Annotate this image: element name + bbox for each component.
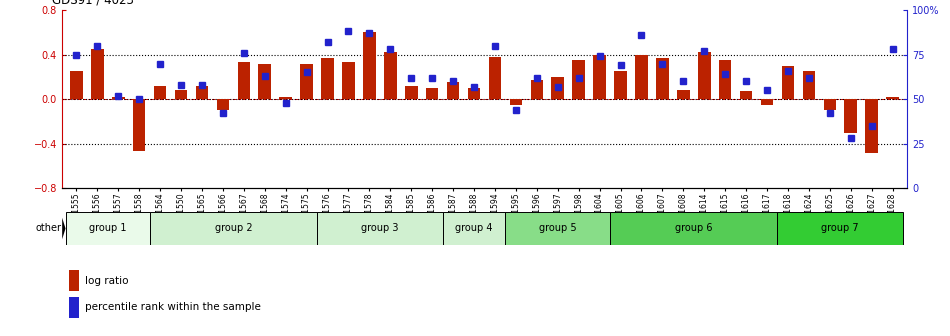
Text: log ratio: log ratio — [86, 277, 129, 286]
Bar — [740, 91, 752, 99]
Text: other: other — [35, 223, 61, 234]
Bar — [467, 88, 481, 99]
Polygon shape — [62, 218, 66, 239]
Bar — [803, 71, 815, 99]
Bar — [70, 71, 83, 99]
Bar — [615, 71, 627, 99]
Bar — [426, 88, 439, 99]
Bar — [91, 49, 104, 99]
Bar — [865, 99, 878, 153]
Bar — [300, 64, 313, 99]
Bar — [777, 212, 903, 245]
Bar — [317, 212, 443, 245]
Bar — [886, 97, 899, 99]
Bar — [824, 99, 836, 110]
Bar — [196, 86, 208, 99]
Bar — [258, 64, 271, 99]
Bar — [509, 99, 522, 105]
Bar — [238, 62, 250, 99]
Bar — [342, 62, 354, 99]
Text: group 3: group 3 — [361, 223, 399, 234]
Bar — [677, 90, 690, 99]
Bar — [443, 212, 505, 245]
Text: GDS91 / 4023: GDS91 / 4023 — [52, 0, 134, 7]
Bar — [112, 97, 124, 99]
Bar — [217, 99, 229, 110]
Bar — [68, 270, 79, 291]
Bar — [363, 32, 375, 99]
Bar — [279, 97, 292, 99]
Bar — [405, 86, 418, 99]
Bar — [594, 55, 606, 99]
Bar — [698, 52, 711, 99]
Bar — [636, 55, 648, 99]
Text: group 4: group 4 — [455, 223, 493, 234]
Text: group 7: group 7 — [822, 223, 859, 234]
Bar — [610, 212, 777, 245]
Bar — [68, 297, 79, 318]
Text: group 6: group 6 — [675, 223, 712, 234]
Bar — [321, 58, 333, 99]
Bar — [133, 99, 145, 152]
Text: group 5: group 5 — [539, 223, 577, 234]
Bar — [845, 99, 857, 132]
Bar — [154, 86, 166, 99]
Bar — [505, 212, 610, 245]
Text: group 2: group 2 — [215, 223, 252, 234]
Bar — [573, 60, 585, 99]
Text: percentile rank within the sample: percentile rank within the sample — [86, 302, 261, 312]
Bar — [175, 90, 187, 99]
Bar — [761, 99, 773, 105]
Bar — [446, 82, 460, 99]
Bar — [150, 212, 317, 245]
Bar — [551, 77, 564, 99]
Bar — [782, 66, 794, 99]
Bar — [719, 60, 732, 99]
Bar — [656, 58, 669, 99]
Bar — [488, 57, 502, 99]
Bar — [530, 80, 543, 99]
Text: group 1: group 1 — [89, 223, 126, 234]
Bar — [66, 212, 150, 245]
Bar — [384, 52, 396, 99]
